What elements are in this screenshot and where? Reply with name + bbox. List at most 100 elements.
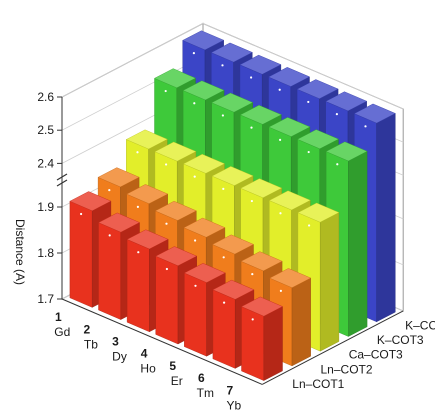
bar-top-face bbox=[210, 42, 253, 63]
bar-marker bbox=[250, 199, 253, 203]
y-tick-label: 2.4 bbox=[37, 156, 54, 170]
bar bbox=[241, 296, 283, 381]
bar-marker bbox=[250, 126, 253, 129]
bar-top-face bbox=[154, 141, 197, 162]
bar-marker bbox=[222, 187, 225, 190]
bar-marker bbox=[307, 224, 311, 227]
bar-top-face bbox=[183, 217, 226, 238]
bar-marker bbox=[221, 114, 224, 117]
category-number: 6 bbox=[198, 371, 205, 385]
bar-top-face bbox=[182, 30, 225, 51]
y-tick-label: 1.7 bbox=[37, 292, 54, 306]
bar-top-face bbox=[154, 68, 196, 89]
y-axis-label: Distance (A) bbox=[13, 219, 27, 285]
bar-marker bbox=[193, 175, 196, 178]
bar-marker bbox=[194, 284, 197, 287]
category-label: Dy bbox=[112, 350, 127, 364]
bar-marker bbox=[164, 89, 167, 93]
series-label: Ca–COT3 bbox=[349, 348, 403, 362]
bar-top-face bbox=[126, 229, 169, 250]
y-tick-label: 1.9 bbox=[37, 200, 54, 214]
chart-bars bbox=[69, 30, 396, 381]
bar-marker bbox=[222, 301, 226, 304]
bar-top-face bbox=[240, 251, 283, 272]
bar-marker bbox=[136, 205, 139, 209]
bar-top-face bbox=[183, 263, 226, 283]
bar-top-face bbox=[154, 200, 197, 221]
bar-top-face bbox=[125, 129, 168, 150]
grid-line bbox=[61, 23, 404, 110]
bar-marker bbox=[192, 52, 195, 55]
bar-top-face bbox=[296, 79, 339, 99]
bar-marker bbox=[221, 64, 224, 67]
series-label: Ln–COT1 bbox=[292, 377, 344, 391]
bar-top-face bbox=[268, 190, 311, 211]
bar-top-face bbox=[182, 80, 225, 101]
bar-top-face bbox=[297, 129, 339, 150]
bar-front-face bbox=[98, 222, 122, 320]
category-number: 5 bbox=[169, 359, 176, 373]
bar-marker bbox=[108, 189, 111, 192]
bar-side-face bbox=[320, 212, 340, 352]
bar-top-face bbox=[241, 296, 283, 317]
bar-side-face bbox=[263, 306, 283, 381]
y-axis-break-mark bbox=[56, 179, 68, 187]
category-number: 3 bbox=[112, 335, 119, 349]
bar-side-face bbox=[376, 113, 396, 323]
bar-marker bbox=[222, 256, 225, 259]
bar-marker bbox=[278, 138, 282, 141]
bar-marker bbox=[164, 163, 168, 166]
category-label: Tb bbox=[84, 337, 98, 351]
bar-top-face bbox=[183, 153, 225, 174]
series-label: Ln–COT2 bbox=[321, 362, 373, 376]
bar-marker bbox=[251, 318, 254, 321]
bar-marker bbox=[336, 163, 339, 166]
series-label: K–COT2 bbox=[405, 318, 435, 332]
chart-labels: Distance (A) 1.7 1.8 1.9 2.4 2.5 2.6 1Gd 2Tb 3Dy… bbox=[13, 90, 435, 412]
bar-front-face bbox=[241, 306, 264, 381]
bar-top-face bbox=[239, 54, 282, 75]
y-tick-label: 2.5 bbox=[37, 123, 54, 137]
bar-top-face bbox=[211, 92, 254, 113]
bar-top-face bbox=[269, 268, 312, 288]
category-number: 7 bbox=[227, 383, 234, 397]
bar-top-face bbox=[240, 178, 283, 199]
series-label: K–COT3 bbox=[377, 333, 424, 347]
bar-marker bbox=[137, 251, 140, 254]
bar-top-face bbox=[211, 166, 254, 186]
bar-marker bbox=[335, 113, 338, 116]
bar-top-face bbox=[325, 141, 368, 162]
y-tick-label: 2.6 bbox=[37, 90, 54, 104]
bar-marker bbox=[279, 289, 282, 293]
bar-marker bbox=[79, 212, 83, 216]
category-number: 2 bbox=[84, 322, 91, 336]
bar-marker bbox=[193, 102, 196, 105]
bar-marker bbox=[251, 273, 254, 276]
bar-top-face bbox=[212, 234, 254, 255]
bar-marker bbox=[279, 212, 282, 215]
bar-top-face bbox=[69, 191, 112, 212]
y-tick-label: 1.8 bbox=[37, 246, 54, 260]
bar-top-face bbox=[98, 212, 140, 233]
bar-marker bbox=[136, 151, 139, 154]
x-axis-line bbox=[61, 298, 263, 385]
bar-marker bbox=[249, 76, 253, 79]
category-label: Ho bbox=[140, 362, 156, 376]
bar-top-face bbox=[126, 184, 169, 204]
bar-side-face bbox=[291, 277, 311, 367]
bar-marker bbox=[165, 267, 168, 271]
bar-top-face bbox=[297, 202, 340, 223]
bar-top-face bbox=[268, 117, 311, 137]
y-axis-break-mark bbox=[56, 173, 68, 181]
bar-marker bbox=[193, 239, 197, 242]
bar-top-face bbox=[239, 104, 282, 125]
z-axis-line bbox=[261, 310, 404, 385]
bar-top-face bbox=[97, 167, 140, 188]
bar-top-face bbox=[353, 103, 396, 124]
category-label: Tm bbox=[197, 386, 214, 400]
category-label: Yb bbox=[227, 398, 242, 412]
bar-marker bbox=[307, 100, 310, 104]
bar-marker bbox=[278, 88, 281, 91]
bar-top-face bbox=[268, 67, 310, 87]
bar-top-face bbox=[325, 91, 368, 112]
